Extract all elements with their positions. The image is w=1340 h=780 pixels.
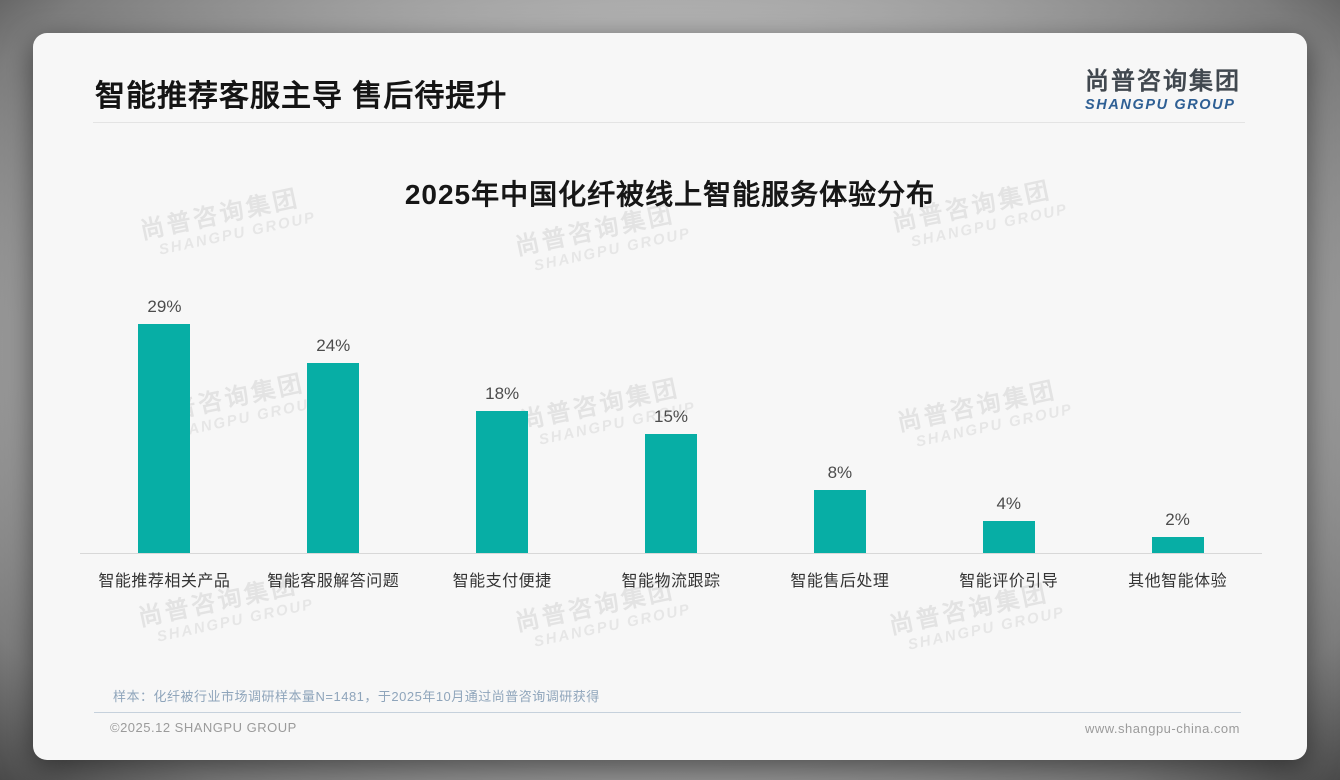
bar: [813, 490, 866, 553]
category-label: 智能评价引导: [959, 573, 1059, 590]
company-logo: 尚普咨询集团 SHANGPU GROUP: [1085, 61, 1241, 113]
category-label: 智能售后处理: [790, 573, 890, 590]
footer-divider: [94, 712, 1241, 713]
category-label: 智能客服解答问题: [267, 573, 400, 590]
copyright-text: ©2025.12 SHANGPU GROUP: [110, 720, 297, 735]
slide-card: 尚普咨询集团 SHANGPU GROUP 尚普咨询集团 SHANGPU GROU…: [33, 33, 1307, 760]
bar: [982, 521, 1035, 553]
bar-value-label: 4%: [996, 494, 1022, 513]
bar-value-label: 24%: [316, 336, 351, 355]
logo-text-cn: 尚普咨询集团: [1085, 68, 1241, 95]
bar-column: 18%: [418, 384, 587, 553]
bar-column: 8%: [755, 463, 924, 553]
category-label: 智能支付便捷: [452, 573, 552, 590]
bar-value-label: 18%: [485, 384, 520, 403]
bar-column: 29%: [80, 297, 249, 553]
bar-column: 4%: [924, 494, 1093, 553]
bar: [138, 324, 191, 553]
category-axis: 智能推荐相关产品 智能客服解答问题 智能支付便捷 智能物流跟踪 智能售后处理 智…: [80, 567, 1262, 591]
sample-note: 样本：化纤被行业市场调研样本量N=1481，于2025年10月通过尚普咨询调研获…: [113, 689, 600, 704]
bar-value-label: 15%: [653, 407, 689, 426]
website-url: www.shangpu-china.com: [1084, 721, 1240, 736]
bar: [307, 363, 360, 553]
watermark-text-en: SHANGPU GROUP: [906, 603, 1067, 654]
bar-column: 24%: [249, 336, 418, 553]
bar: [1151, 537, 1204, 553]
watermark-text-en: SHANGPU GROUP: [155, 595, 316, 646]
bar: [645, 434, 697, 553]
bar-value-label: 8%: [827, 463, 853, 482]
category-label: 智能推荐相关产品: [98, 573, 231, 590]
x-axis-line: [80, 553, 1262, 554]
category-label: 其他智能体验: [1128, 573, 1228, 590]
header-divider: [93, 122, 1245, 123]
logo-text-en: SHANGPU GROUP: [1085, 97, 1236, 113]
watermark-text-en: SHANGPU GROUP: [532, 600, 693, 651]
bar-chart: 29% 24% 18% 15% 8% 4%: [80, 33, 1262, 553]
category-label: 智能物流跟踪: [621, 573, 721, 590]
chart-title: 2025年中国化纤被线上智能服务体验分布: [404, 179, 936, 210]
page-title: 智能推荐客服主导 售后待提升: [95, 80, 508, 113]
bar-column: 15%: [587, 407, 756, 553]
bar-value-label: 2%: [1165, 510, 1190, 529]
bar-column: 2%: [1093, 510, 1262, 553]
bar: [476, 411, 529, 553]
bar-value-label: 29%: [147, 297, 182, 316]
